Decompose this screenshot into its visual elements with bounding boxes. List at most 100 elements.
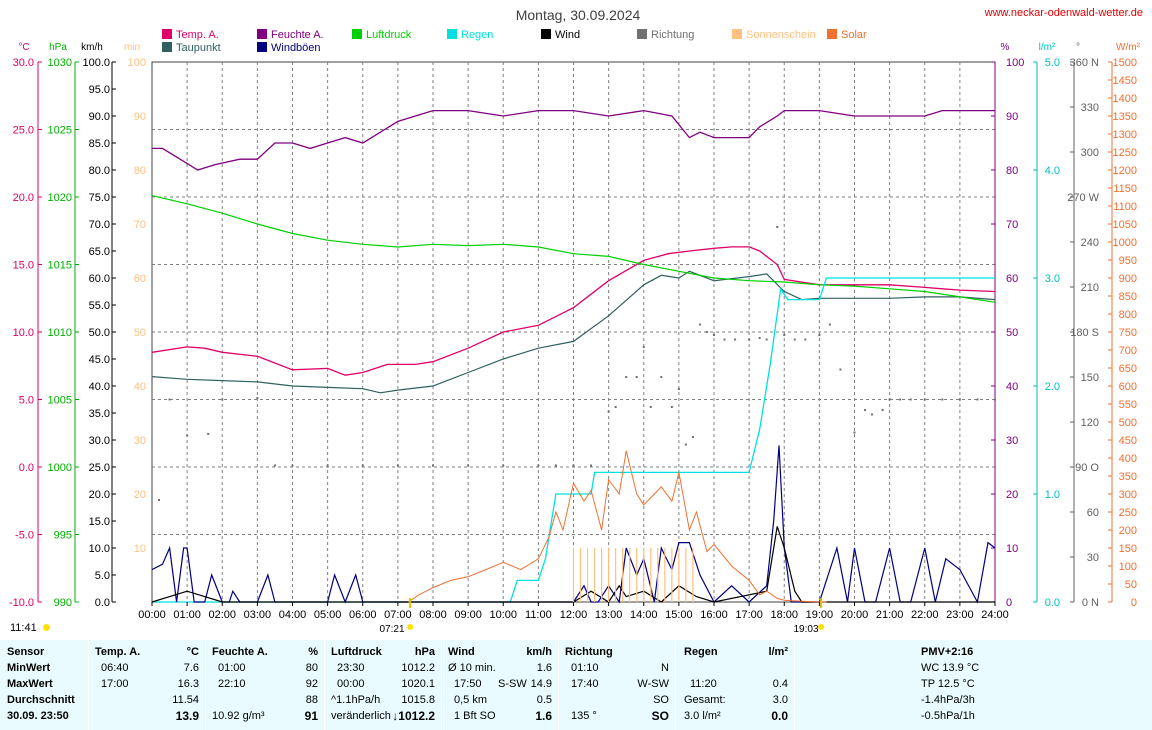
legend-swatch [162, 42, 172, 52]
axis-tick-label-wind: 35.0 [89, 408, 110, 420]
weather-chart: Montag, 30.09.2024 www.neckar-odenwald-w… [9, 7, 1143, 635]
luftdruck-current: ↓1012.2 [392, 709, 435, 723]
axis-tick-label-solar: 350 [1119, 471, 1137, 483]
website-link[interactable]: www.neckar-odenwald-wetter.de [984, 7, 1143, 19]
direction-point [221, 398, 224, 401]
direction-point [776, 226, 779, 228]
x-tick-label: 21:00 [876, 609, 904, 621]
axis-tick-label-humidity: 60 [1006, 273, 1018, 285]
axis-tick-label-direction: 30 [1087, 552, 1099, 564]
axis-tick-label-sunshine: 70 [134, 219, 146, 231]
axis-tick-label-solar: 500 [1119, 417, 1137, 429]
x-axis-labels: 00:00 01:00 02:00 03:00 04:00 05:00 06:00 07:00… [138, 602, 1009, 621]
sunset-label: 19:03 [793, 624, 818, 635]
direction-point [635, 376, 638, 378]
axis-tick-label-direction: 300 [1081, 147, 1099, 159]
x-tick-label: 09:00 [454, 609, 482, 621]
temp-current: 13.9 [175, 709, 199, 723]
legend-label: Regen [461, 29, 493, 41]
richtung-r2-time: 17:40 [571, 678, 599, 690]
direction-point [976, 398, 979, 401]
col-temp: Temp. A. °C 06:40 7.6 17:00 16.3 11.54 1… [89, 640, 206, 730]
legend-label: Windböen [271, 42, 321, 54]
unit-dir: ° [1076, 42, 1080, 53]
regen-total-label: Gesamt: [684, 694, 726, 706]
wind-max-time: 17:50 [454, 678, 482, 690]
axis-tick-label-temp: 0.0 [19, 462, 34, 474]
axis-tick-label-wind: 40.0 [89, 381, 110, 393]
row-label-avg: Durchschnitt [7, 694, 75, 706]
axis-tick-label-solar: 1450 [1113, 75, 1137, 87]
direction-point [818, 334, 821, 336]
luftdruck-head: Luftdruck [331, 646, 382, 658]
col-pmv: PMV+2:16 WC 13.9 °C TP 12.5 °C -1.4hPa/3… [795, 640, 1152, 730]
axis-tick-label-direction: 240 [1081, 237, 1099, 249]
direction-point [994, 398, 996, 401]
richtung-r2: W-SW [637, 678, 669, 690]
axis-tick-label-temp: 10.0 [13, 327, 34, 339]
direction-point [748, 338, 751, 341]
axis-tick-label-wind: 45.0 [89, 354, 110, 366]
direction-point [467, 464, 470, 467]
series-line-luftdruck [151, 195, 996, 303]
feuchte-current: 91 [304, 709, 318, 723]
wind-max: 14.9 [530, 678, 552, 690]
direction-point [590, 464, 593, 467]
axis-tick-label-solar: 750 [1119, 327, 1137, 339]
axis-tick-label-humidity: 30 [1006, 435, 1018, 447]
row-label-min: MinWert [7, 662, 51, 674]
axis-tick-label-solar: 50 [1125, 579, 1137, 591]
axis-tick-label-humidity: 80 [1006, 165, 1018, 177]
axis-tick-label-sunshine: 10 [134, 543, 146, 555]
wind-run-label: 0,5 km [454, 694, 488, 706]
axis-tick-label-sunshine: 20 [134, 489, 146, 501]
axis-tick-label-rain: 2.0 [1045, 381, 1060, 393]
wind-head: Wind [448, 646, 475, 658]
axis-tick-label-pressure: 1000 [48, 462, 72, 474]
direction-point [670, 406, 673, 408]
x-tick-label: 02:00 [208, 609, 236, 621]
axis-tick-label-solar: 1300 [1113, 129, 1137, 141]
regen-total: 3.0 [772, 694, 788, 706]
axis-tick-label-solar: 1100 [1113, 201, 1137, 213]
axis-tick-label-solar: 450 [1119, 435, 1137, 447]
legend-swatch [257, 29, 267, 39]
wind-avg10: 1.6 [536, 662, 552, 674]
axis-tick-label-direction: 120 [1081, 417, 1099, 429]
axis-tick-label-direction: 0 N [1082, 597, 1099, 609]
direction-point [899, 398, 902, 401]
direction-point [537, 464, 540, 467]
axis-tick-label-wind: 0.0 [95, 597, 110, 609]
series-line-taupunkt [151, 270, 996, 394]
wind-run: 0.5 [536, 694, 552, 706]
temp-unit: °C [186, 646, 199, 658]
unit-temp: °C [18, 42, 29, 53]
x-tick-label: 01:00 [173, 609, 201, 621]
feuchte-max-time: 22:10 [218, 678, 246, 690]
axis-tick-label-wind: 75.0 [89, 192, 110, 204]
direction-point [207, 433, 210, 435]
x-tick-label: 20:00 [841, 609, 869, 621]
row-label-sensor: Sensor [7, 646, 45, 658]
axis-tick-label-temp: 30.0 [13, 57, 34, 69]
axis-tick-label-humidity: 90 [1006, 111, 1018, 123]
axis-tick-label-solar: 400 [1119, 453, 1137, 465]
pmv-dewpoint: TP 12.5 °C [921, 678, 975, 690]
direction-point [804, 338, 807, 341]
richtung-current: SO [651, 709, 669, 723]
direction-point [828, 323, 831, 326]
direction-point [614, 406, 617, 408]
direction-point [723, 338, 726, 341]
axis-tick-label-temp: 5.0 [19, 395, 34, 407]
axis-tick-label-wind: 85.0 [89, 138, 110, 150]
axis-tick-label-temp: -10.0 [9, 597, 34, 609]
col-regen: Regen l/m² 11:20 0.4 Gesamt: 3.0 3.0 l/m… [676, 640, 795, 730]
axis-tick-label-wind: 70.0 [89, 219, 110, 231]
direction-point [256, 397, 259, 399]
luftdruck-avg: 1015.8 [401, 694, 435, 706]
legend-label: Wind [555, 29, 580, 41]
direction-point [291, 464, 294, 467]
axis-tick-label-sunshine: 30 [134, 435, 146, 447]
axis-tick-label-solar: 1350 [1113, 111, 1137, 123]
row-label-max: MaxWert [7, 678, 53, 690]
